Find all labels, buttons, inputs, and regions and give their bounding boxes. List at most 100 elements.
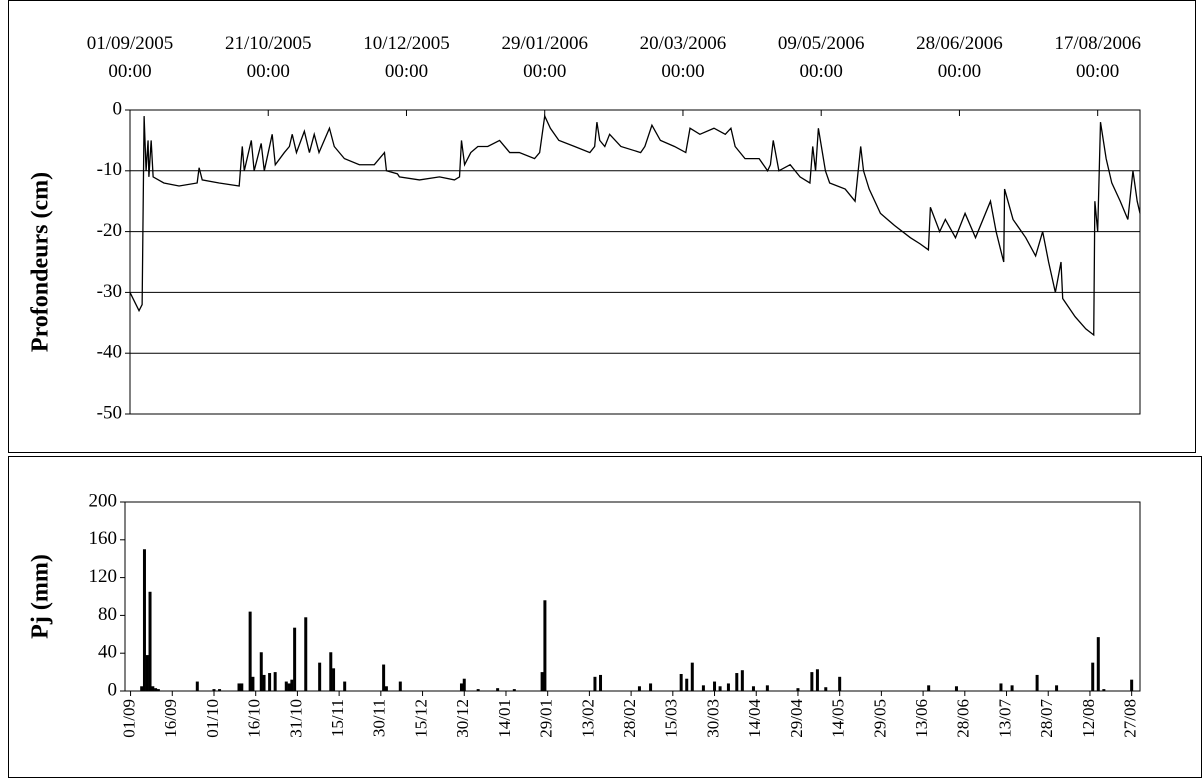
x-tick-label: 15/11 xyxy=(328,699,347,737)
bar xyxy=(140,686,144,691)
y-tick-label: 0 xyxy=(108,679,118,700)
bar xyxy=(751,686,755,691)
y-tick-label: 200 xyxy=(89,490,118,511)
x-tick-label: 16/10 xyxy=(245,699,264,738)
x-tick-label-box: 10/12/2005 00:00 xyxy=(363,33,450,82)
bar xyxy=(838,676,842,691)
bar xyxy=(318,662,322,691)
x-tick-label: 14/01 xyxy=(495,699,514,738)
bar xyxy=(462,678,466,691)
bar xyxy=(240,683,244,691)
x-tick-label: 12/08 xyxy=(1079,699,1098,738)
bar xyxy=(512,689,516,691)
x-tick-label: 10/12/2005 00:00 xyxy=(363,33,450,82)
bar xyxy=(740,670,744,691)
bar xyxy=(679,673,683,691)
bar xyxy=(154,688,158,691)
bar xyxy=(259,652,263,691)
bar xyxy=(1035,674,1039,691)
bar xyxy=(1010,685,1014,691)
bar xyxy=(713,681,717,691)
bar xyxy=(649,683,653,691)
bar xyxy=(459,683,463,691)
bar xyxy=(999,683,1003,691)
bar xyxy=(384,686,388,691)
x-tick-label: 13/02 xyxy=(578,699,597,738)
x-tick-label: 14/04 xyxy=(745,699,764,738)
bar xyxy=(796,688,800,691)
y-tick-label: -50 xyxy=(97,402,122,423)
panel-frame xyxy=(8,0,1196,453)
x-tick-label: 28/06 xyxy=(954,699,973,738)
x-tick-label: 13/07 xyxy=(995,699,1014,738)
plot-frame xyxy=(129,109,1141,415)
x-tick-label-box: 28/06/2006 00:00 xyxy=(916,33,1003,82)
bar xyxy=(293,627,297,691)
bar xyxy=(237,683,241,691)
bar xyxy=(290,679,294,691)
bar xyxy=(543,600,547,691)
bar xyxy=(329,652,333,691)
x-tick-label-box: 20/03/2006 00:00 xyxy=(639,33,727,82)
y-tick-label: 160 xyxy=(89,528,118,549)
bar xyxy=(496,688,500,691)
bar xyxy=(685,678,689,691)
x-tick-label: 01/09 xyxy=(119,699,138,738)
bar xyxy=(212,689,216,691)
y-tick-label: -40 xyxy=(97,342,122,363)
x-tick-label: 29/04 xyxy=(787,699,806,738)
bar xyxy=(599,674,603,691)
x-tick-label: 28/06/2006 00:00 xyxy=(916,33,1003,82)
bar xyxy=(735,673,739,691)
x-tick-label: 13/06 xyxy=(912,699,931,738)
bar xyxy=(151,686,155,691)
bar xyxy=(145,655,149,691)
bar xyxy=(218,689,222,691)
x-tick-label: 09/05/2006 00:00 xyxy=(777,33,865,82)
y-axis-title: Profondeurs (cm) xyxy=(28,172,54,352)
x-tick-label-box: 09/05/2006 00:00 xyxy=(777,33,865,82)
y-tick-label: 80 xyxy=(98,604,117,625)
x-tick-label: 15/03 xyxy=(662,699,681,738)
bar xyxy=(701,685,705,691)
x-tick-label: 28/07 xyxy=(1037,699,1056,738)
x-tick-label: 20/03/2006 00:00 xyxy=(639,33,727,82)
depth-line xyxy=(129,113,1141,337)
bar xyxy=(1055,685,1059,691)
y-tick-label: -20 xyxy=(97,220,122,241)
bar xyxy=(1130,679,1134,691)
y-axis-title: Pj (mm) xyxy=(28,554,54,639)
bar xyxy=(398,681,402,691)
bar xyxy=(332,668,336,691)
x-tick-label-box: 21/10/2005 00:00 xyxy=(224,33,312,82)
x-tick-label: 29/05 xyxy=(870,699,889,738)
bar xyxy=(815,669,819,691)
bar xyxy=(593,676,597,691)
x-tick-label-box: 29/01/2006 00:00 xyxy=(501,33,588,82)
x-tick-label: 30/11 xyxy=(370,699,389,737)
bar xyxy=(382,664,386,691)
x-tick-label: 27/08 xyxy=(1121,699,1140,738)
plot-frame xyxy=(124,501,1141,692)
bar xyxy=(824,687,828,691)
x-tick-label: 30/03 xyxy=(703,699,722,738)
y-tick-label: -10 xyxy=(97,159,122,180)
bar xyxy=(810,672,814,691)
x-tick-label: 30/12 xyxy=(453,699,472,738)
bar xyxy=(540,672,544,691)
x-tick-label-box: 01/09/2005 00:00 xyxy=(87,33,174,82)
bar xyxy=(262,674,266,691)
bar xyxy=(718,686,722,691)
x-tick-label: 31/10 xyxy=(286,699,305,738)
x-tick-label: 29/01 xyxy=(537,699,556,738)
x-tick-label: 21/10/2005 00:00 xyxy=(224,33,312,82)
bar xyxy=(476,689,480,691)
x-tick-label-box: 17/08/2006 00:00 xyxy=(1054,33,1141,82)
y-tick-label: 40 xyxy=(98,642,117,663)
x-tick-label: 15/12 xyxy=(411,699,430,738)
y-tick-label: 0 xyxy=(113,98,123,119)
bar xyxy=(268,673,272,691)
bar xyxy=(304,617,308,691)
